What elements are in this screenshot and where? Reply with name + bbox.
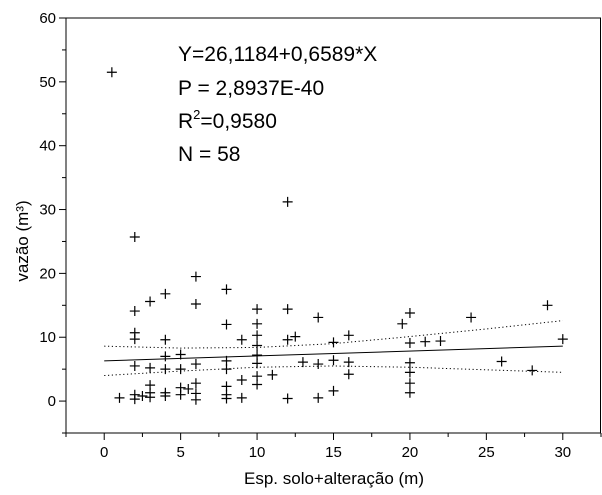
data-point — [542, 300, 553, 311]
data-point — [252, 304, 263, 315]
data-point — [313, 359, 324, 370]
data-point — [175, 364, 186, 375]
data-point — [129, 360, 140, 371]
data-point — [221, 319, 232, 330]
data-point — [343, 330, 354, 341]
x-tick-label: 0 — [100, 444, 108, 461]
x-tick-label: 25 — [478, 444, 495, 461]
data-point — [404, 387, 415, 398]
data-point — [527, 365, 538, 376]
data-point — [496, 356, 507, 367]
data-point — [160, 364, 171, 375]
data-point — [282, 304, 293, 315]
axes: 0 5 10 15 20 25 30 0 10 20 30 40 50 60 — [39, 10, 602, 461]
data-point — [137, 390, 148, 401]
x-tick-label: 15 — [325, 444, 342, 461]
data-point — [297, 357, 308, 368]
data-point — [282, 393, 293, 404]
y-tick-label: 40 — [39, 138, 56, 155]
y-tick-label: 20 — [39, 265, 56, 282]
data-point — [252, 330, 263, 341]
y-tick-label: 30 — [39, 202, 56, 219]
x-tick-label: 20 — [402, 444, 419, 461]
data-point — [129, 306, 140, 317]
data-point — [435, 336, 446, 347]
data-point — [557, 334, 568, 345]
data-point — [236, 392, 247, 403]
data-point — [190, 299, 201, 310]
data-point — [328, 337, 339, 348]
x-axis-label: Esp. solo+alteração (m) — [244, 469, 424, 488]
data-point — [190, 359, 201, 370]
annotation-equation: Y=26,1184+0,6589*X — [178, 43, 377, 66]
x-tick-label: 5 — [176, 444, 184, 461]
data-point — [404, 337, 415, 348]
annotation-p-value: P = 2,8937E-40 — [178, 77, 324, 100]
data-point — [313, 392, 324, 403]
r2-value: =0,9580 — [200, 110, 277, 133]
data-point — [328, 385, 339, 396]
data-point — [106, 67, 117, 78]
data-point — [404, 357, 415, 368]
annotation-r-squared: R2=0,9580 — [178, 107, 277, 133]
confidence-upper-line — [104, 320, 563, 349]
data-point — [160, 351, 171, 362]
data-points — [106, 67, 568, 405]
y-tick-label: 0 — [48, 393, 56, 410]
y-axis-label: vazão (m³) — [13, 200, 32, 281]
data-point — [190, 271, 201, 282]
data-point — [160, 334, 171, 345]
data-point — [343, 357, 354, 368]
data-point — [466, 312, 477, 323]
data-point — [397, 318, 408, 329]
data-point — [313, 312, 324, 323]
data-point — [420, 336, 431, 347]
x-tick-label: 10 — [249, 444, 266, 461]
data-point — [267, 369, 278, 380]
data-point — [290, 331, 301, 342]
data-point — [190, 394, 201, 405]
data-point — [282, 196, 293, 207]
data-point — [145, 362, 156, 373]
data-point — [190, 378, 201, 389]
data-point — [236, 334, 247, 345]
data-point — [404, 307, 415, 318]
data-point — [183, 383, 194, 394]
data-point — [160, 288, 171, 299]
data-point — [252, 358, 263, 369]
data-point — [252, 379, 263, 390]
data-point — [129, 334, 140, 345]
data-point — [252, 318, 263, 329]
x-tick-label: 30 — [554, 444, 571, 461]
data-point — [328, 355, 339, 366]
data-point — [145, 296, 156, 307]
data-point — [114, 392, 125, 403]
annotation-n: N = 58 — [178, 143, 240, 166]
data-point — [129, 231, 140, 242]
data-point — [221, 364, 232, 375]
data-point — [129, 394, 140, 405]
data-point — [221, 284, 232, 295]
data-point — [175, 349, 186, 360]
y-tick-label: 50 — [39, 74, 56, 91]
y-tick-label: 60 — [39, 10, 56, 27]
data-point — [175, 389, 186, 400]
confidence-lower-line — [104, 365, 563, 377]
r2-prefix: R — [178, 110, 193, 133]
y-tick-label: 10 — [39, 329, 56, 346]
data-point — [404, 378, 415, 389]
plot-frame — [65, 17, 601, 434]
data-point — [236, 375, 247, 386]
data-point — [343, 369, 354, 380]
data-point — [252, 340, 263, 351]
data-point — [404, 367, 415, 378]
data-point — [145, 392, 156, 403]
r2-superscript: 2 — [193, 107, 200, 122]
data-point — [282, 334, 293, 345]
data-point — [221, 393, 232, 404]
data-point — [160, 390, 171, 401]
